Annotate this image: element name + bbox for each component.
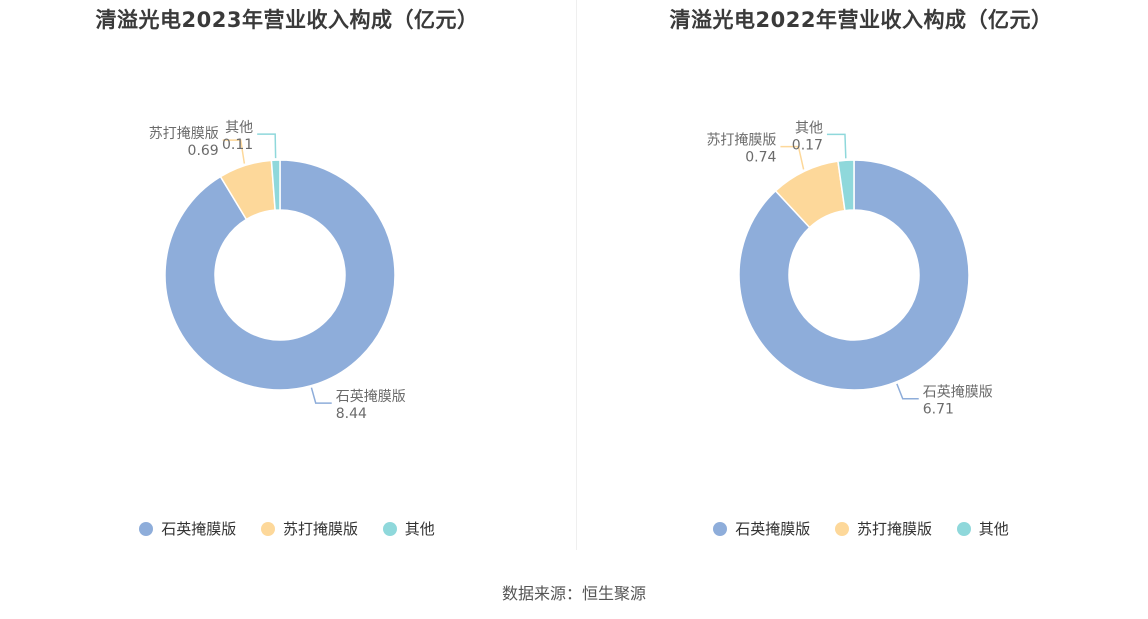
legend-item-quartz[interactable]: 石英掩膜版	[713, 518, 810, 539]
legend-item-quartz[interactable]: 石英掩膜版	[139, 518, 236, 539]
legend-dot-icon	[956, 521, 971, 536]
data-label-name-quartz: 石英掩膜版	[336, 388, 406, 405]
slice-other[interactable]	[837, 159, 855, 212]
legend-item-other[interactable]: 其他	[956, 518, 1009, 539]
slice-quartz[interactable]	[738, 159, 970, 391]
legend-dot-icon	[382, 521, 397, 536]
data-label-name-other: 其他	[225, 120, 253, 136]
leader-line-soda	[222, 139, 246, 164]
chart-panel-2023: 清溢光电2023年营业收入构成（亿元） 石英掩膜版 8.44 苏打掩膜版 0.69 其他…	[0, 0, 574, 560]
data-label-name-soda: 苏打掩膜版	[706, 132, 776, 149]
leader-line-quartz	[896, 383, 919, 400]
data-label-value-other: 0.17	[792, 137, 823, 153]
data-label-value-soda: 0.74	[745, 150, 776, 166]
data-label-value-soda: 0.69	[188, 143, 219, 159]
slice-quartz[interactable]	[164, 159, 396, 391]
leader-line-other	[257, 133, 277, 159]
legend-label: 其他	[978, 520, 1009, 538]
legend-label: 苏打掩膜版	[282, 520, 358, 538]
data-label-name-other: 其他	[795, 120, 823, 136]
legend-dot-icon	[260, 521, 275, 536]
data-label-name-quartz: 石英掩膜版	[923, 384, 993, 401]
chart-title: 清溢光电2023年营业收入构成（亿元）	[95, 8, 479, 32]
legend-label: 石英掩膜版	[735, 520, 811, 538]
legend-dot-icon	[713, 521, 728, 536]
legend-label: 其他	[404, 520, 435, 538]
data-label-value-quartz: 6.71	[923, 402, 954, 418]
data-source-note: 数据来源：恒生聚源	[501, 584, 646, 603]
leader-line-quartz	[310, 387, 332, 404]
chart-panel-2022: 清溢光电2022年营业收入构成（亿元） 石英掩膜版 6.71 苏打掩膜版 0.74 其他…	[574, 0, 1148, 560]
legend: 石英掩膜版 苏打掩膜版 其他	[0, 518, 574, 540]
legend: 石英掩膜版 苏打掩膜版 其他	[574, 518, 1148, 540]
chart-title: 清溢光电2022年营业收入构成（亿元）	[669, 8, 1053, 32]
slice-other[interactable]	[270, 159, 281, 211]
legend-dot-icon	[139, 521, 154, 536]
data-label-value-quartz: 8.44	[336, 406, 367, 422]
legend-item-other[interactable]: 其他	[382, 518, 435, 539]
legend-label: 石英掩膜版	[161, 520, 237, 538]
leader-line-other	[826, 133, 847, 159]
data-label-name-soda: 苏打掩膜版	[149, 125, 219, 142]
legend-label: 苏打掩膜版	[856, 520, 932, 538]
legend-item-soda[interactable]: 苏打掩膜版	[834, 518, 932, 539]
legend-dot-icon	[834, 521, 849, 536]
panel-divider	[576, 0, 577, 550]
legend-item-soda[interactable]: 苏打掩膜版	[260, 518, 358, 539]
leader-line-soda	[780, 145, 805, 170]
data-label-value-other: 0.11	[222, 137, 253, 153]
